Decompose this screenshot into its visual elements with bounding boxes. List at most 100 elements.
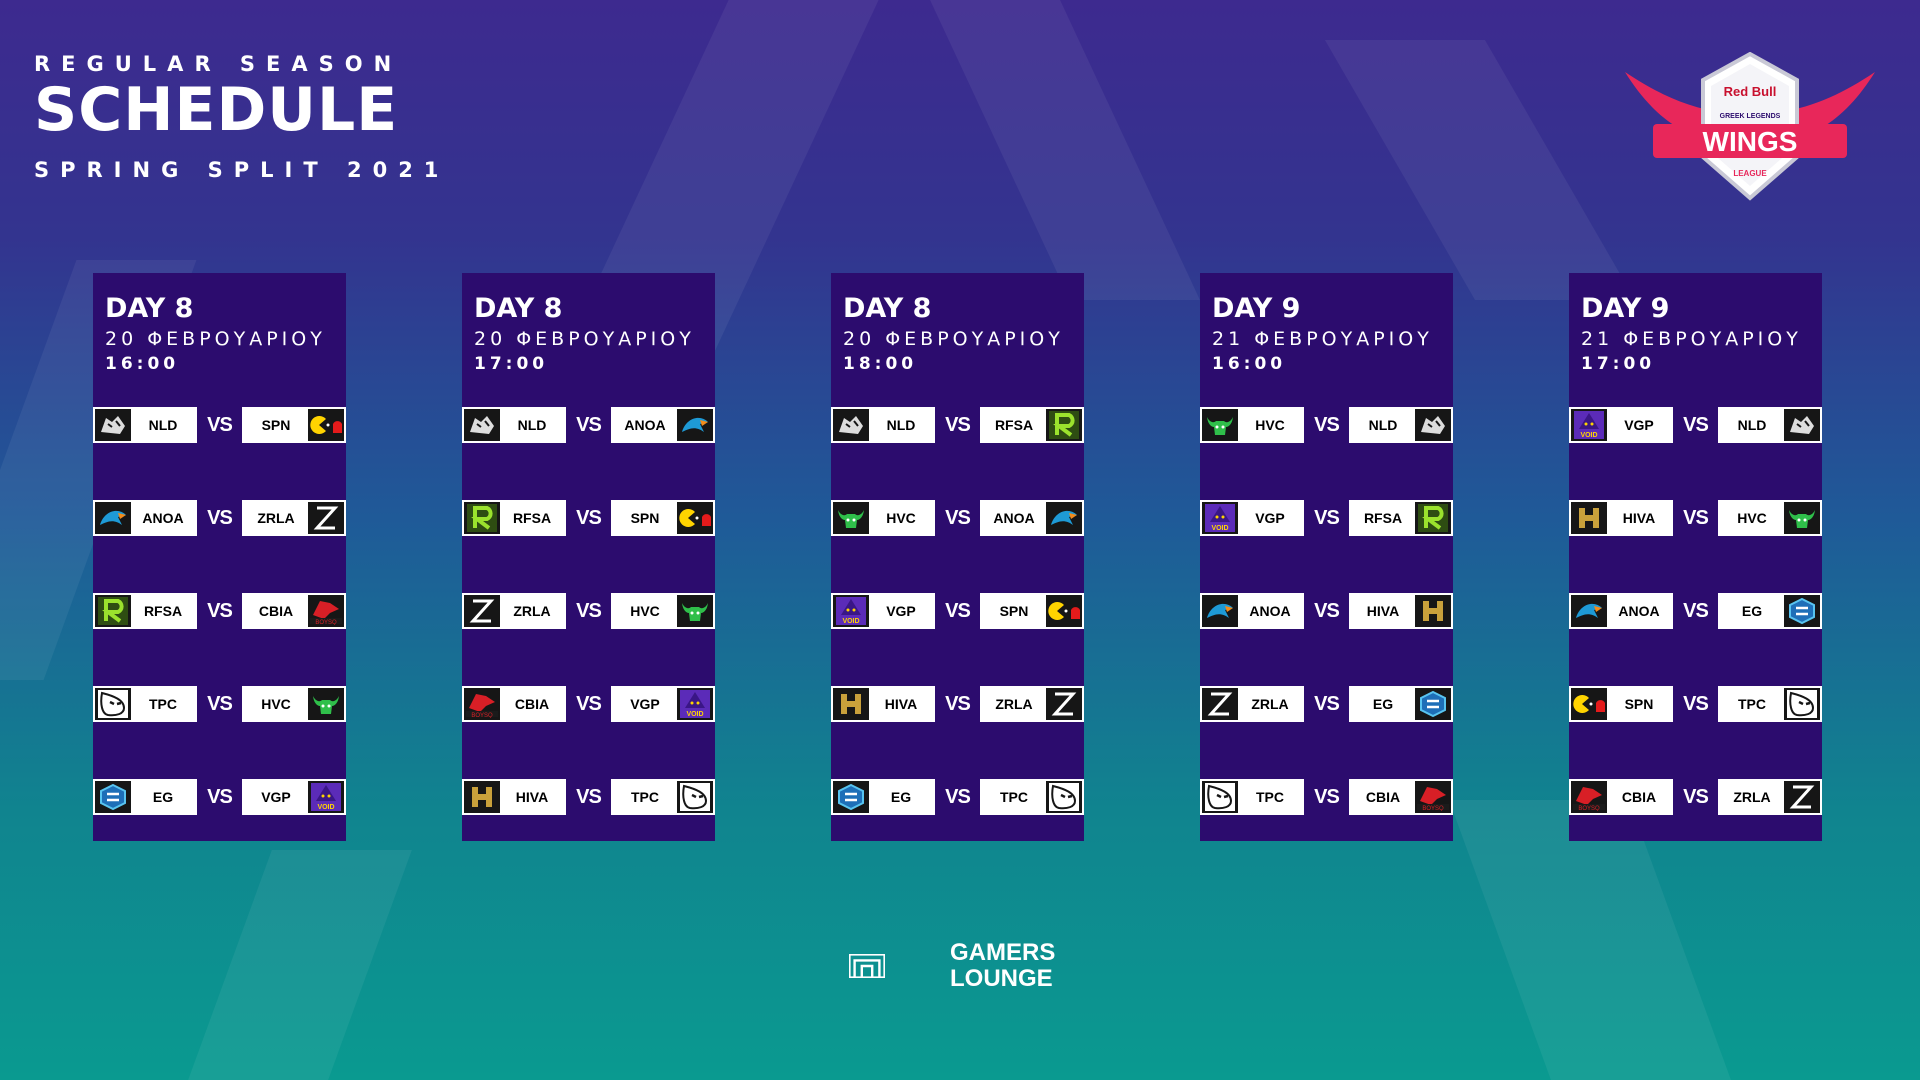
z-slash-icon (1784, 781, 1820, 813)
away-team: ZRLA (980, 686, 1084, 722)
team-abbreviation: HVC (1255, 417, 1285, 433)
team-abbreviation: HIVA (515, 789, 549, 805)
svg-text:VOID: VOID (842, 618, 859, 625)
away-team: TPC (980, 779, 1084, 815)
header-kicker: REGULAR SEASON (34, 52, 403, 76)
mask-icon (1046, 781, 1082, 813)
away-team: HVC (1718, 500, 1822, 536)
match-row: RFSA VS BOYSQ CBIA (93, 593, 346, 629)
team-abbreviation: VGP (886, 603, 916, 619)
dragon-icon: BOYSQ (464, 688, 500, 720)
vs-label: VS (1314, 693, 1340, 715)
home-team: VOID VGP (831, 593, 935, 629)
day-time: 16:00 (1212, 354, 1287, 374)
team-abbreviation: EG (152, 789, 174, 805)
team-abbreviation: ANOA (993, 510, 1035, 526)
team-abbreviation: EG (1741, 603, 1763, 619)
team-abbreviation: HIVA (884, 696, 918, 712)
team-abbreviation: CBIA (1621, 789, 1657, 805)
match-row: TPC VS BOYSQ CBIA (1200, 779, 1453, 815)
team-abbreviation: ANOA (624, 417, 666, 433)
team-abbreviation: RFSA (994, 417, 1034, 433)
day-date: 20 ΦΕΒΡΟΥΑΡΙΟΥ (843, 328, 1064, 350)
match-row: VOID VGP VS RFSA (1200, 500, 1453, 536)
vs-label: VS (945, 414, 971, 436)
day-time: 17:00 (1581, 354, 1656, 374)
match-row: BOYSQ CBIA VS VOID VGP (462, 686, 715, 722)
home-team: BOYSQ CBIA (462, 686, 566, 722)
vs-label: VS (945, 507, 971, 529)
match-row: NLD VS RFSA (831, 407, 1084, 443)
team-abbreviation: HVC (261, 696, 291, 712)
vs-label: VS (207, 414, 233, 436)
vs-label: VS (1683, 786, 1709, 808)
svg-text:VOID: VOID (1580, 432, 1597, 439)
away-team: HVC (242, 686, 346, 722)
eagle-icon (1046, 502, 1082, 534)
team-abbreviation: ANOA (1618, 603, 1660, 619)
void-hood-icon: VOID (833, 595, 869, 627)
day-header: DAY 9 21 ΦΕΒΡΟΥΑΡΙΟΥ 17:00 (1581, 295, 1802, 373)
h-gold-icon (833, 688, 869, 720)
home-team: VOID VGP (1200, 500, 1304, 536)
vs-label: VS (576, 507, 602, 529)
home-team: HVC (831, 500, 935, 536)
team-abbreviation: RFSA (143, 603, 183, 619)
match-row: SPN VS TPC (1569, 686, 1822, 722)
day-column: DAY 9 21 ΦΕΒΡΟΥΑΡΙΟΥ 16:00 HVC VS NLD VOID VGP V… (1200, 273, 1453, 841)
day-column: DAY 8 20 ΦΕΒΡΟΥΑΡΙΟΥ 16:00 NLD VS SPN ANOA VS ZR… (93, 273, 346, 841)
day-time: 16:00 (105, 354, 180, 374)
away-team: EG (1349, 686, 1453, 722)
day-date: 21 ΦΕΒΡΟΥΑΡΙΟΥ (1212, 328, 1433, 350)
dragon-icon: BOYSQ (1571, 781, 1607, 813)
away-team: SPN (611, 500, 715, 536)
team-abbreviation: TPC (1256, 789, 1284, 805)
team-abbreviation: RFSA (1363, 510, 1403, 526)
home-team: RFSA (93, 593, 197, 629)
team-abbreviation: NLD (148, 417, 178, 433)
gamers-lounge-logo (849, 954, 885, 978)
bg-shape (930, 0, 1200, 300)
match-row: VOID VGP VS SPN (831, 593, 1084, 629)
home-team: HIVA (1569, 500, 1673, 536)
team-abbreviation: CBIA (258, 603, 294, 619)
home-team: ZRLA (1200, 686, 1304, 722)
vs-label: VS (945, 786, 971, 808)
home-team: NLD (831, 407, 935, 443)
header-subtitle: SPRING SPLIT 2021 (34, 158, 450, 182)
vs-label: VS (576, 414, 602, 436)
day-date: 21 ΦΕΒΡΟΥΑΡΙΟΥ (1581, 328, 1802, 350)
match-row: ANOA VS HIVA (1200, 593, 1453, 629)
match-row: HIVA VS HVC (1569, 500, 1822, 536)
team-abbreviation: VGP (1624, 417, 1654, 433)
footer-line2: LOUNGE (950, 965, 1053, 992)
team-abbreviation: NLD (1368, 417, 1398, 433)
vs-label: VS (207, 600, 233, 622)
home-team: NLD (462, 407, 566, 443)
away-team: HIVA (1349, 593, 1453, 629)
home-team: HIVA (462, 779, 566, 815)
vs-label: VS (207, 507, 233, 529)
away-team: BOYSQ CBIA (1349, 779, 1453, 815)
day-time: 17:00 (474, 354, 549, 374)
team-abbreviation: ZRLA (257, 510, 295, 526)
eg-shield-icon (1415, 688, 1451, 720)
eg-shield-icon (95, 781, 131, 813)
team-abbreviation: VGP (1255, 510, 1285, 526)
h-gold-icon (1571, 502, 1607, 534)
away-team: SPN (242, 407, 346, 443)
svg-text:VOID: VOID (1211, 525, 1228, 532)
eg-shield-icon (1784, 595, 1820, 627)
pacman-icon (308, 409, 344, 441)
away-team: SPN (980, 593, 1084, 629)
vs-label: VS (1683, 414, 1709, 436)
eagle-icon (1571, 595, 1607, 627)
team-abbreviation: SPN (261, 417, 291, 433)
vs-label: VS (1314, 600, 1340, 622)
team-abbreviation: SPN (999, 603, 1029, 619)
team-abbreviation: HIVA (1366, 603, 1400, 619)
away-team: ANOA (980, 500, 1084, 536)
svg-text:VOID: VOID (686, 711, 703, 718)
away-team: ANOA (611, 407, 715, 443)
svg-text:BOYSQ: BOYSQ (471, 713, 493, 718)
